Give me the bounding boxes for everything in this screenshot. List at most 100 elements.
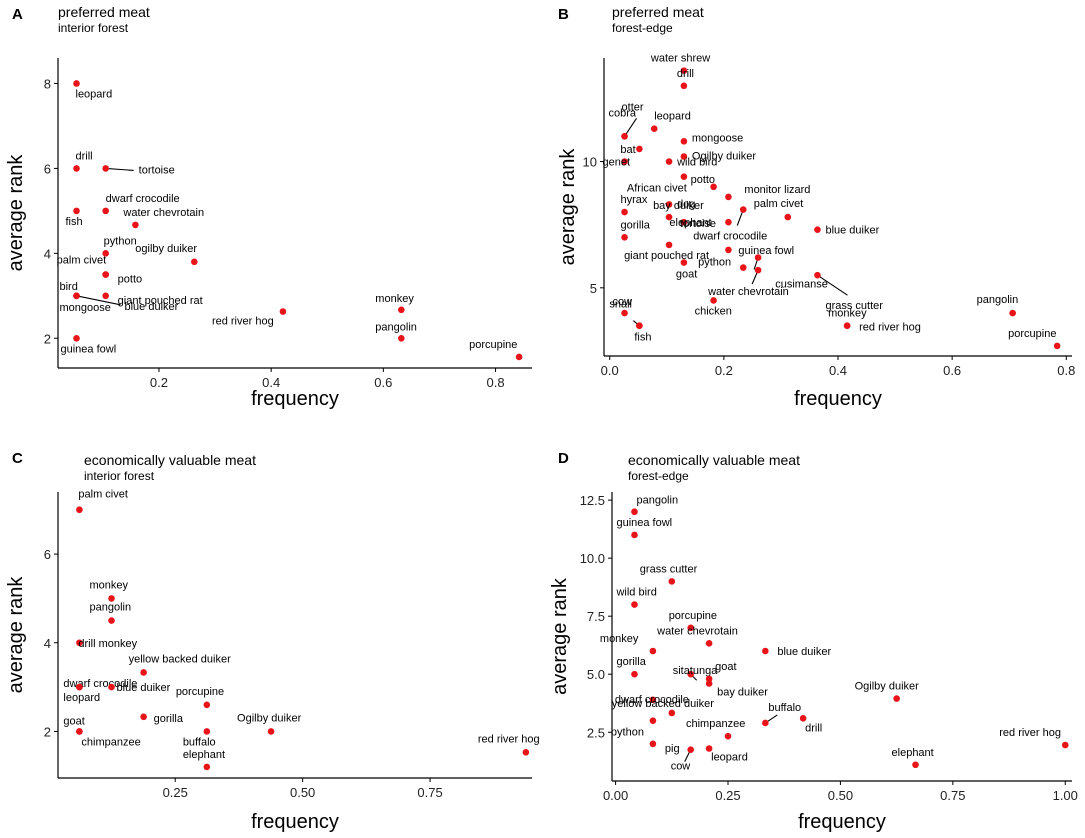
point-label: blue duiker xyxy=(117,682,171,694)
x-tick-label: 0.4 xyxy=(829,363,847,378)
y-tick-label: 4 xyxy=(44,246,51,261)
point-label: bay duiker xyxy=(717,687,768,699)
panel-letter: D xyxy=(558,450,569,467)
point-label: water chevrotain xyxy=(707,286,789,298)
data-point xyxy=(680,259,688,266)
point-label: potto xyxy=(118,274,142,286)
data-point xyxy=(665,241,673,249)
panel-subtitle: forest-edge xyxy=(628,469,689,483)
data-point xyxy=(102,207,109,215)
point-label: grass cutter xyxy=(640,563,698,575)
point-label: yellow backed duiker xyxy=(612,698,714,710)
point-label: goat xyxy=(715,661,736,673)
data-point xyxy=(203,728,211,735)
y-tick-label: 7.5 xyxy=(587,609,605,624)
y-axis-title: average rank xyxy=(5,576,27,694)
point-label: chimpanzee xyxy=(686,718,745,730)
y-tick-label: 8 xyxy=(44,76,51,91)
data-point xyxy=(912,761,919,769)
point-label: grass cutter xyxy=(825,300,883,312)
point-label: guinea fowl xyxy=(738,245,794,257)
y-axis-title: average rank xyxy=(5,154,27,272)
point-label: dwarf crocodile xyxy=(693,231,767,243)
data-point xyxy=(762,719,769,727)
leader-line xyxy=(817,274,848,296)
x-tick-label: 0.8 xyxy=(486,375,504,390)
y-axis-title: average rank xyxy=(549,577,571,695)
point-label: elephant xyxy=(669,217,711,229)
data-point xyxy=(680,218,688,226)
y-axis-title: average rank xyxy=(557,148,579,266)
point-label: pangolin xyxy=(636,495,678,507)
point-label: leopard xyxy=(63,692,100,704)
data-point xyxy=(710,183,717,191)
point-label: African civet xyxy=(627,183,687,195)
point-label: red river hog xyxy=(212,316,274,328)
x-tick-label: 0.2 xyxy=(150,375,168,390)
point-label: goat xyxy=(676,269,697,281)
data-point xyxy=(814,271,821,279)
point-label: otter xyxy=(622,101,644,113)
point-label: giant pouched rat xyxy=(118,295,203,307)
point-label: pangolin xyxy=(90,602,132,614)
y-tick-label: 2 xyxy=(44,331,51,346)
data-point xyxy=(725,218,732,226)
point-label: pangolin xyxy=(977,294,1019,306)
point-label: palm civet xyxy=(57,255,107,267)
data-point xyxy=(680,82,688,90)
panel-letter: B xyxy=(558,6,569,23)
data-point xyxy=(799,715,807,722)
point-label: bay duiker xyxy=(653,200,704,212)
data-point xyxy=(267,728,275,735)
data-point xyxy=(76,728,83,735)
data-point xyxy=(631,601,638,608)
data-point xyxy=(665,213,673,221)
panel-letter: C xyxy=(12,450,23,467)
y-tick-label: 2 xyxy=(44,724,51,739)
data-point xyxy=(680,173,688,180)
point-label: dwarf crocodile xyxy=(615,694,689,706)
data-point xyxy=(203,701,211,709)
point-label: red river hog xyxy=(999,727,1061,739)
point-label: cow xyxy=(671,761,691,773)
data-point xyxy=(705,745,713,752)
point-label: blue duiker xyxy=(125,301,179,313)
data-point xyxy=(636,145,643,153)
data-point xyxy=(203,763,211,771)
point-label: python xyxy=(698,257,731,269)
data-point xyxy=(76,506,83,514)
x-axis-title: frequency xyxy=(251,811,339,833)
point-label: tortoise xyxy=(139,164,175,176)
point-label: water chevrotain xyxy=(656,625,738,637)
data-point xyxy=(631,531,638,539)
point-label: potto xyxy=(691,174,715,186)
point-label: leopard xyxy=(654,111,691,123)
point-label: genet xyxy=(603,157,631,169)
point-label: yellow backed duiker xyxy=(129,653,231,665)
data-point xyxy=(784,213,792,221)
point-label: mongoose xyxy=(60,302,111,314)
data-point xyxy=(108,683,115,691)
point-label: red river hog xyxy=(859,322,921,334)
panel-title: economically valuable meat xyxy=(84,452,256,468)
panel-subtitle: interior forest xyxy=(84,469,155,483)
y-tick-label: 5.0 xyxy=(587,667,605,682)
point-label: gorilla xyxy=(616,656,646,668)
data-point xyxy=(140,669,147,676)
point-label: snail xyxy=(609,299,632,311)
data-point xyxy=(649,647,657,655)
data-point xyxy=(621,132,628,140)
panel-title: economically valuable meat xyxy=(628,452,800,468)
data-point xyxy=(621,208,628,216)
point-label: monkey xyxy=(600,633,639,645)
data-point xyxy=(687,670,694,678)
point-label: water shrew xyxy=(650,53,710,65)
data-point xyxy=(73,165,80,172)
point-label: elephant xyxy=(183,749,225,761)
panel-title: preferred meat xyxy=(612,4,704,20)
data-point xyxy=(636,322,643,329)
point-label: fish xyxy=(66,216,83,228)
data-point xyxy=(102,250,109,257)
x-tick-label: 0.00 xyxy=(603,788,628,803)
